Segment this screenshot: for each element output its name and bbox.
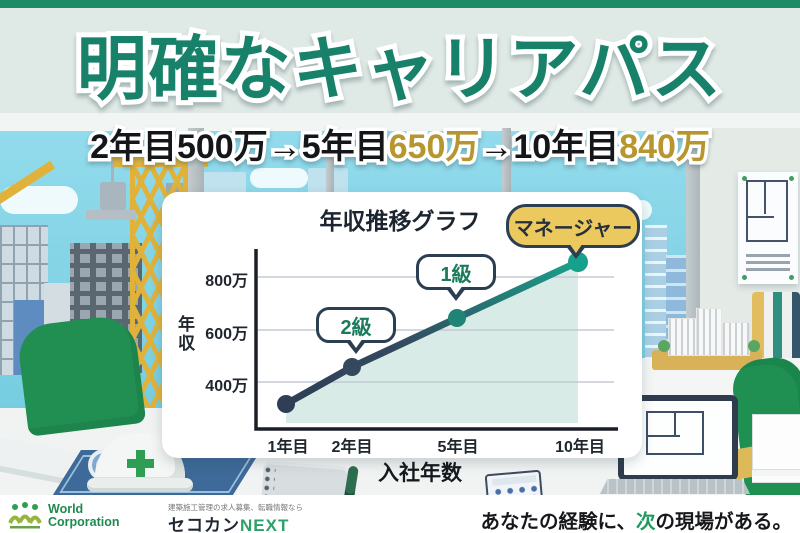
tagline-segment-green: 次 (635, 511, 656, 533)
y-tick-400: 400万 (205, 378, 248, 395)
brand-next: NEXT (240, 516, 290, 533)
pin-icon (789, 176, 794, 181)
green-cross-icon (127, 459, 154, 468)
world-corporation-logo-icon (8, 502, 42, 529)
hoisted-beam (86, 210, 136, 220)
x-tick-year1: 1年目 (267, 439, 309, 456)
y-axis-label: 年収 (175, 315, 194, 353)
plan-text-bar (746, 261, 790, 264)
annotation-bubble-manager: マネージャー (506, 204, 640, 248)
cloud (250, 168, 308, 188)
annotation-bubble-grade2: 2級 (316, 307, 396, 343)
office-chair-left (15, 313, 147, 437)
x-tick-year5: 5年目 (437, 439, 479, 456)
top-green-bar (0, 0, 800, 8)
model-building (722, 322, 750, 356)
world-corporation-wordmark: World Corporation (48, 502, 120, 530)
axes (254, 249, 618, 431)
laptop-plan-line (674, 411, 676, 435)
income-line (282, 258, 582, 408)
model-building (668, 318, 698, 356)
plan-line (746, 216, 774, 218)
sekokan-next-brand: セコカンNEXT (168, 511, 289, 533)
plan-text-bar (746, 268, 790, 271)
x-tick-year2: 2年目 (331, 439, 373, 456)
income-line-chart (254, 249, 618, 431)
y-tick-600: 600万 (205, 326, 248, 343)
model-tree (748, 340, 760, 352)
paper-stack (752, 414, 800, 470)
headline: 明確なキャリアパス (0, 24, 800, 115)
page-title: 明確なキャリアパス (77, 24, 724, 115)
plan-line (764, 180, 766, 214)
plan-text-bar (746, 254, 790, 257)
x-tick-year10: 10年目 (555, 439, 605, 456)
pin-icon (742, 275, 747, 280)
laptop-keyboard (600, 479, 750, 494)
subtitle-segment-gold: 840万 (619, 126, 710, 169)
brand-sekokan: セコカン (168, 516, 240, 533)
tagline-segment: の現場がある。 (655, 511, 792, 533)
crane-hook-block (100, 182, 126, 210)
crane-cable (111, 160, 114, 186)
footer-band (0, 495, 800, 533)
safety-helmet-brim (87, 478, 193, 492)
laptop-plan-line (646, 435, 680, 437)
data-point-year5 (448, 309, 466, 327)
subtitle-segment: 2年目500万→5年目 (90, 126, 389, 169)
pin-icon (789, 275, 794, 280)
pinned-floor-plan (738, 172, 798, 284)
pin-icon (742, 176, 747, 181)
y-tick-800: 800万 (205, 273, 248, 290)
model-building (696, 308, 722, 356)
chart-title: 年収推移グラフ (319, 208, 481, 234)
model-tree (658, 340, 670, 352)
tagline-segment: あなたの経験に、 (480, 511, 636, 533)
x-axis-label: 入社年数 (378, 462, 462, 485)
subtitle-segment: →10年目 (479, 126, 619, 169)
footer-tagline: あなたの経験に、次の現場がある。 (420, 505, 792, 533)
binders-folders (752, 292, 800, 358)
subtitle: 2年目500万→5年目650万→10年目840万 (0, 126, 800, 169)
plan-drawing (746, 180, 788, 242)
annotation-bubble-grade1: 1級 (416, 254, 496, 290)
data-point-year1 (277, 395, 295, 413)
subtitle-segment-gold: 650万 (389, 126, 480, 169)
data-point-year2 (343, 358, 361, 376)
service-description: 建築施工管理の求人募集、転職情報なら (168, 503, 303, 512)
